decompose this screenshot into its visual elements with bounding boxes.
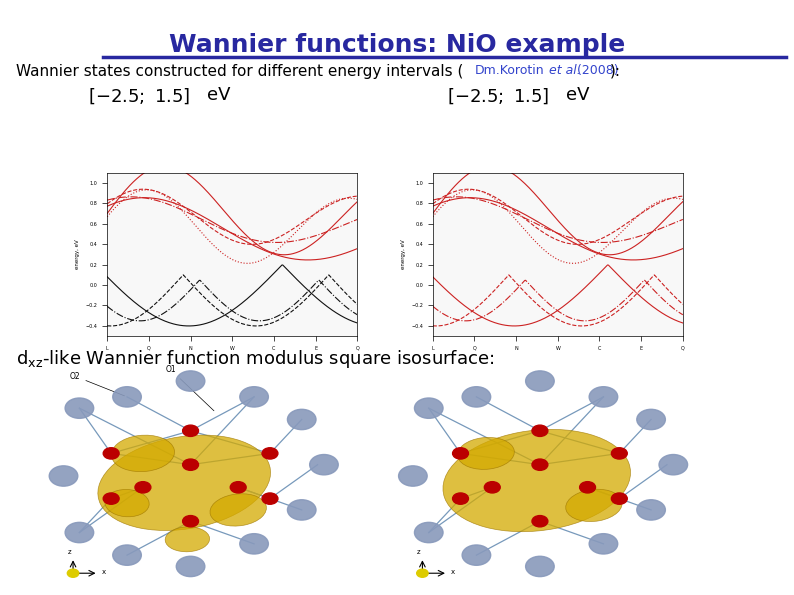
Circle shape (176, 556, 205, 577)
Circle shape (103, 447, 119, 459)
Circle shape (240, 534, 268, 554)
Circle shape (532, 425, 548, 437)
Circle shape (637, 500, 665, 520)
Circle shape (103, 493, 119, 504)
Circle shape (414, 398, 443, 418)
Circle shape (113, 387, 141, 407)
Circle shape (453, 493, 468, 504)
Circle shape (532, 515, 548, 527)
Circle shape (484, 481, 500, 493)
Circle shape (580, 481, 596, 493)
Circle shape (176, 371, 205, 392)
Circle shape (611, 493, 627, 504)
Circle shape (67, 569, 79, 577)
Ellipse shape (443, 430, 630, 532)
Text: O2: O2 (70, 372, 125, 396)
Circle shape (262, 493, 278, 504)
Circle shape (183, 515, 198, 527)
Ellipse shape (98, 435, 271, 531)
Circle shape (230, 481, 246, 493)
Circle shape (611, 447, 627, 459)
Circle shape (65, 398, 94, 418)
Y-axis label: energy, eV: energy, eV (75, 239, 80, 269)
Circle shape (526, 371, 554, 392)
Ellipse shape (165, 527, 210, 552)
Circle shape (462, 545, 491, 565)
Circle shape (532, 459, 548, 470)
Text: Wannier states constructed for different energy intervals (: Wannier states constructed for different… (16, 64, 463, 79)
Circle shape (183, 425, 198, 437)
Text: eV: eV (206, 86, 230, 104)
Text: eV: eV (566, 86, 590, 104)
Text: et al.: et al. (545, 64, 581, 77)
Text: $\left[-2.5;\ 1.5\right]$: $\left[-2.5;\ 1.5\right]$ (448, 86, 549, 106)
Circle shape (462, 387, 491, 407)
Circle shape (135, 481, 151, 493)
Text: O1: O1 (165, 365, 214, 411)
Text: $\left[-2.5;\ 1.5\right]$: $\left[-2.5;\ 1.5\right]$ (88, 86, 190, 106)
Text: Dm.Korotin: Dm.Korotin (475, 64, 545, 77)
Text: Wannier functions: NiO example: Wannier functions: NiO example (169, 33, 625, 57)
Text: x: x (451, 569, 455, 575)
Circle shape (414, 522, 443, 543)
Circle shape (659, 455, 688, 475)
Circle shape (417, 569, 428, 577)
Ellipse shape (457, 437, 515, 469)
Text: d$_\mathregular{xz}$-like Wannier function modulus square isosurface:: d$_\mathregular{xz}$-like Wannier functi… (16, 348, 494, 370)
Text: (2008): (2008) (573, 64, 619, 77)
Y-axis label: energy, eV: energy, eV (401, 239, 406, 269)
Text: z: z (417, 549, 421, 555)
Circle shape (637, 409, 665, 430)
Circle shape (310, 455, 338, 475)
Circle shape (240, 387, 268, 407)
Ellipse shape (565, 489, 622, 522)
Circle shape (287, 409, 316, 430)
Text: z: z (67, 549, 71, 555)
Text: ):: ): (610, 64, 621, 79)
Circle shape (113, 545, 141, 565)
Circle shape (262, 447, 278, 459)
Circle shape (399, 466, 427, 486)
Ellipse shape (111, 435, 175, 472)
Circle shape (453, 447, 468, 459)
Circle shape (526, 556, 554, 577)
Ellipse shape (105, 490, 149, 517)
Ellipse shape (210, 494, 267, 526)
Circle shape (589, 534, 618, 554)
Circle shape (49, 466, 78, 486)
Circle shape (65, 522, 94, 543)
Text: x: x (102, 569, 106, 575)
Circle shape (287, 500, 316, 520)
Circle shape (183, 459, 198, 470)
Circle shape (589, 387, 618, 407)
